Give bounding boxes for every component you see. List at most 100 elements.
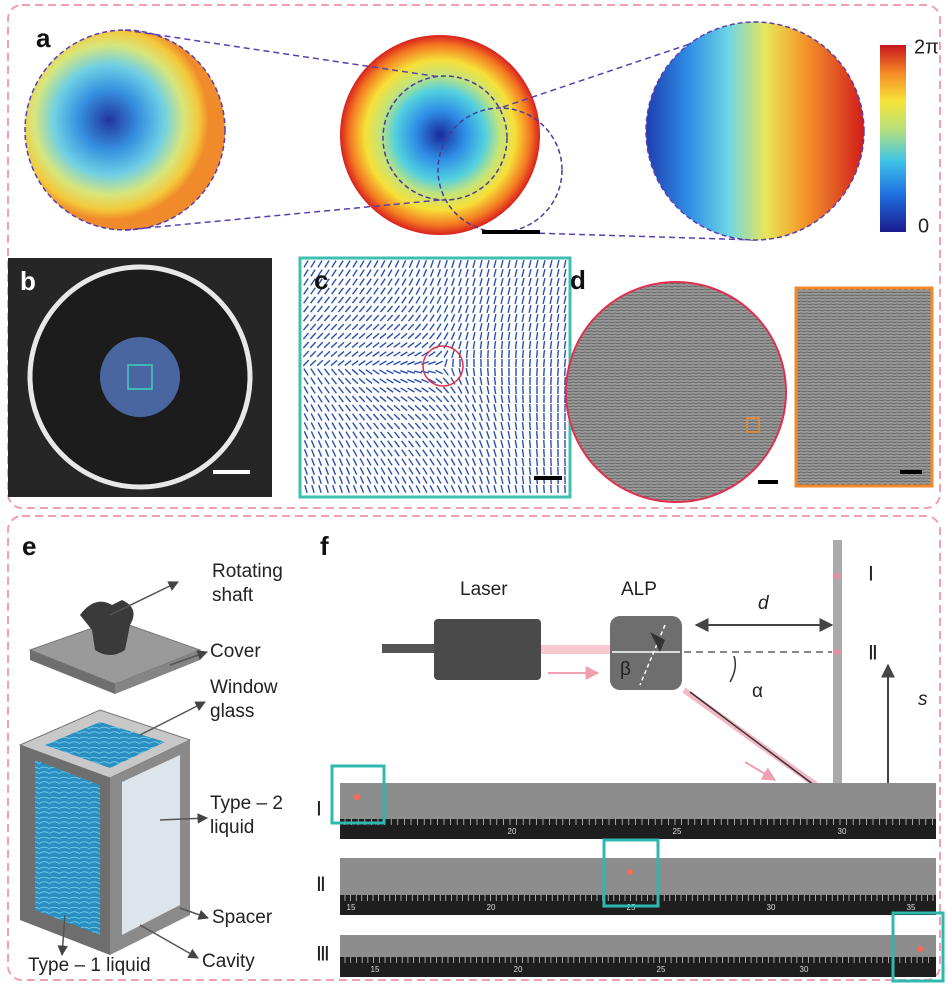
ruler-label: 15 [347,903,356,912]
director [509,350,510,358]
director [537,359,538,367]
device-label: Type – 2 [210,793,283,814]
device-label: Type – 1 liquid [28,955,151,976]
ruler-strip [340,957,936,977]
director [509,341,510,349]
setup-label: α [752,681,763,702]
colorbar [880,45,906,232]
pattern-area [100,337,180,417]
director [516,404,517,412]
director [523,341,524,349]
ruler-label: 20 [487,903,496,912]
director [488,341,489,349]
panel-label: e [22,531,36,561]
director [558,359,559,367]
setup-label: ALP [621,579,657,600]
director [551,368,552,376]
laser-spot [917,946,923,952]
director [530,350,531,358]
beam [541,645,613,654]
director [558,368,559,376]
director [502,377,503,385]
ruler-label: 20 [508,827,517,836]
director [523,413,524,421]
director [481,350,482,358]
position-label: Ⅱ [868,643,878,665]
director [488,368,489,376]
director [537,431,538,439]
panel-label: f [320,531,329,561]
director [530,476,531,484]
ruler-label: 30 [838,827,847,836]
laser-spot [627,869,633,875]
director [537,485,538,493]
director [523,395,524,403]
laser-rod [382,644,437,653]
director [544,467,545,475]
ruler-label: 15 [371,965,380,974]
position-label: Ⅱ [316,874,326,896]
liquid-2 [122,755,180,935]
micrograph [796,288,932,486]
director [530,413,531,421]
spot [834,649,840,655]
device-label: Cover [210,641,261,662]
screen [833,540,842,825]
director [495,341,496,349]
director [530,467,531,475]
director [516,341,517,349]
director [537,422,538,430]
director [530,431,531,439]
device-label: Rotating [212,561,283,582]
director [565,377,566,385]
ruler-label: 35 [907,903,916,912]
director [537,467,538,475]
director [502,350,503,358]
device-label: liquid [210,817,254,838]
laser-spot [354,794,360,800]
position-label: Ⅲ [316,944,330,966]
director [474,350,475,358]
director [516,386,517,394]
colorbar-label: 2π [914,36,939,58]
director [530,458,531,466]
director [523,404,524,412]
panel-label: a [36,23,51,53]
figure: a 2π 0 b c d e RotatingshaftCoverWindowg… [0,0,948,984]
device-label: Cavity [202,951,255,972]
phase-map [25,30,225,230]
ruler-label: 30 [767,903,776,912]
director [551,359,552,367]
director [544,359,545,367]
director [544,449,545,457]
colorbar-label: 0 [918,215,929,237]
phase-map [340,35,540,235]
device-label: shaft [212,585,254,606]
panel-label: b [20,266,36,296]
micrograph [566,282,786,502]
ruler-label: 30 [800,965,809,974]
ruler-label: 25 [627,903,636,912]
director [565,350,566,358]
director [523,350,524,358]
director [530,449,531,457]
spot [834,573,840,579]
director [558,377,559,385]
director [495,377,496,385]
director [537,440,538,448]
panel-label: d [570,265,586,295]
director [544,485,545,493]
beam-direction [745,762,775,780]
director [502,341,503,349]
setup-label: β [620,659,631,680]
director [516,395,517,403]
director [530,359,531,367]
setup-label: d [758,593,770,614]
director [558,350,559,358]
position-label: Ⅰ [868,564,874,586]
device-label: Spacer [212,907,273,928]
director [537,350,538,358]
director [516,350,517,358]
director [467,350,468,358]
liquid-1 [35,760,100,935]
